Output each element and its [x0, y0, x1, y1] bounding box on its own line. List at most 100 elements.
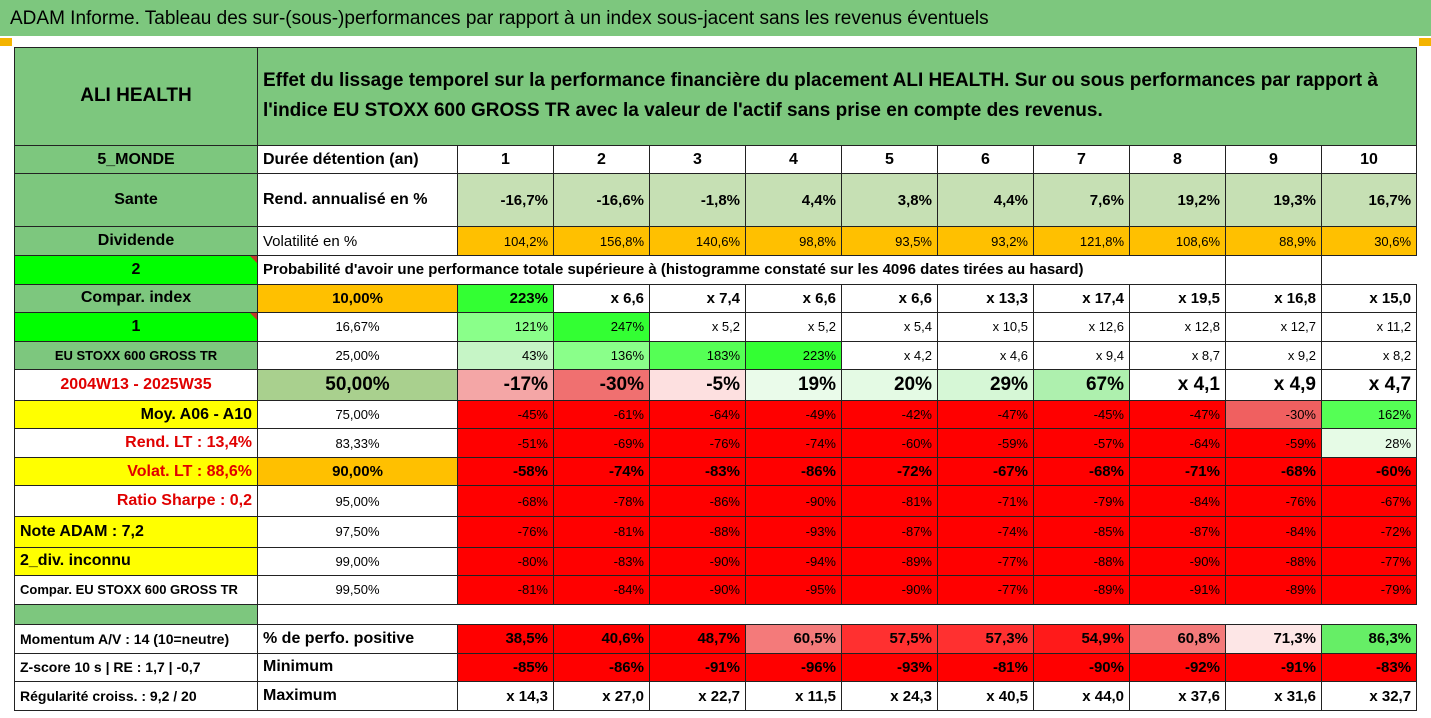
max-label: Maximum	[257, 681, 458, 711]
min-cell: -96%	[745, 652, 842, 683]
percentile-cell: -87%	[1129, 516, 1226, 548]
pos-cell: 40,6%	[553, 624, 650, 654]
rend-lt-label: Rend. LT : 13,4%	[14, 428, 258, 458]
max-cell: x 14,3	[457, 681, 554, 711]
percentile-cell: 29%	[937, 369, 1034, 401]
percentile-cell: -90%	[841, 575, 938, 605]
rend-cell: -16,6%	[553, 173, 650, 228]
percentile-cell: -89%	[841, 546, 938, 577]
asset-name: ALI HEALTH	[14, 47, 258, 146]
percentile-cell: -47%	[937, 399, 1034, 430]
pos-cell: 54,9%	[1033, 624, 1130, 654]
description: Effet du lissage temporel sur la perform…	[256, 47, 1418, 146]
percentile-cell: x 12,6	[1033, 312, 1130, 342]
volat-cell: 30,6%	[1320, 226, 1418, 257]
percentile-label: 95,00%	[257, 485, 458, 518]
performance-table: ALI HEALTH Effet du lissage temporel sur…	[14, 47, 1418, 711]
year-header: 3	[649, 144, 746, 175]
compar-full-label: Compar. EU STOXX 600 GROSS TR	[14, 575, 258, 605]
min-cell: -91%	[1225, 652, 1322, 683]
pos-cell: 71,3%	[1225, 624, 1322, 654]
percentile-cell: x 4,2	[841, 340, 938, 371]
min-cell: -83%	[1320, 652, 1418, 683]
percentile-cell: -68%	[1225, 456, 1322, 487]
percentile-cell: -81%	[553, 516, 650, 548]
percentile-cell: -57%	[1033, 428, 1130, 458]
percentile-cell: -78%	[553, 485, 650, 518]
volat-label: Volatilité en %	[257, 226, 458, 257]
percentile-cell: -91%	[1129, 575, 1226, 605]
year-header: 7	[1033, 144, 1130, 175]
year-header: 1	[457, 144, 554, 175]
percentile-cell: x 6,6	[841, 283, 938, 314]
percentile-cell: -86%	[649, 485, 746, 518]
percentile-cell: -88%	[1225, 546, 1322, 577]
percentile-cell: -17%	[457, 369, 554, 401]
percentile-cell: -83%	[649, 456, 746, 487]
percentile-cell: -76%	[649, 428, 746, 458]
percentile-cell: -59%	[1225, 428, 1322, 458]
sharpe-label: Ratio Sharpe : 0,2	[14, 485, 258, 518]
percentile-cell: -76%	[1225, 485, 1322, 518]
percentile-cell: x 19,5	[1129, 283, 1226, 314]
percentile-cell: -89%	[1033, 575, 1130, 605]
moy-label: Moy. A06 - A10	[14, 399, 258, 430]
year-header: 5	[841, 144, 938, 175]
pos-cell: 48,7%	[649, 624, 746, 654]
pos-label: % de perfo. positive	[257, 624, 458, 654]
percentile-cell: -93%	[745, 516, 842, 548]
percentile-cell: 136%	[553, 340, 650, 371]
percentile-cell: x 4,6	[937, 340, 1034, 371]
percentile-cell: -51%	[457, 428, 554, 458]
min-cell: -81%	[937, 652, 1034, 683]
percentile-cell: 43%	[457, 340, 554, 371]
min-label: Minimum	[257, 652, 458, 683]
pos-cell: 60,8%	[1129, 624, 1226, 654]
percentile-cell: -74%	[553, 456, 650, 487]
volat-cell: 156,8%	[553, 226, 650, 257]
corner-mark-left	[0, 38, 12, 46]
year-header: 4	[745, 144, 842, 175]
percentile-cell: -76%	[457, 516, 554, 548]
year-header: 10	[1320, 144, 1418, 175]
zscore-label: Z-score 10 s | RE : 1,7 | -0,7	[14, 652, 258, 683]
rend-cell: -1,8%	[649, 173, 746, 228]
percentile-cell: x 12,8	[1129, 312, 1226, 342]
proba-label: Probabilité d'avoir une performance tota…	[257, 255, 1226, 285]
percentile-cell: 183%	[649, 340, 746, 371]
max-cell: x 32,7	[1320, 681, 1418, 711]
volat-cell: 104,2%	[457, 226, 554, 257]
pos-cell: 57,5%	[841, 624, 938, 654]
rend-cell: 4,4%	[745, 173, 842, 228]
percentile-label: 97,50%	[257, 516, 458, 548]
percentile-cell: -85%	[1033, 516, 1130, 548]
note-label: Note ADAM : 7,2	[14, 516, 258, 548]
percentile-cell: x 6,6	[745, 283, 842, 314]
min-cell: -91%	[649, 652, 746, 683]
report-title: ADAM Informe. Tableau des sur-(sous-)per…	[0, 0, 1431, 36]
percentile-cell: -64%	[649, 399, 746, 430]
percentile-cell: -42%	[841, 399, 938, 430]
percentile-cell: x 9,2	[1225, 340, 1322, 371]
percentile-cell: -68%	[1033, 456, 1130, 487]
percentile-cell: -68%	[457, 485, 554, 518]
spacer-row	[258, 604, 1417, 624]
max-cell: x 11,5	[745, 681, 842, 711]
year-header: 2	[553, 144, 650, 175]
percentile-cell: -47%	[1129, 399, 1226, 430]
percentile-cell: -84%	[553, 575, 650, 605]
percentile-cell: x 15,0	[1320, 283, 1418, 314]
compar-index-label: Compar. index	[14, 283, 258, 314]
percentile-cell: -89%	[1225, 575, 1322, 605]
regularite-label: Régularité croiss. : 9,2 / 20	[14, 681, 258, 711]
momentum-label: Momentum A/V : 14 (10=neutre)	[14, 624, 258, 654]
max-cell: x 44,0	[1033, 681, 1130, 711]
percentile-cell: -61%	[553, 399, 650, 430]
percentile-cell: -90%	[1129, 546, 1226, 577]
min-cell: -86%	[553, 652, 650, 683]
max-cell: x 22,7	[649, 681, 746, 711]
percentile-cell: x 4,9	[1225, 369, 1322, 401]
min-cell: -90%	[1033, 652, 1130, 683]
rend-cell: 3,8%	[841, 173, 938, 228]
percentile-label: 90,00%	[257, 456, 458, 487]
